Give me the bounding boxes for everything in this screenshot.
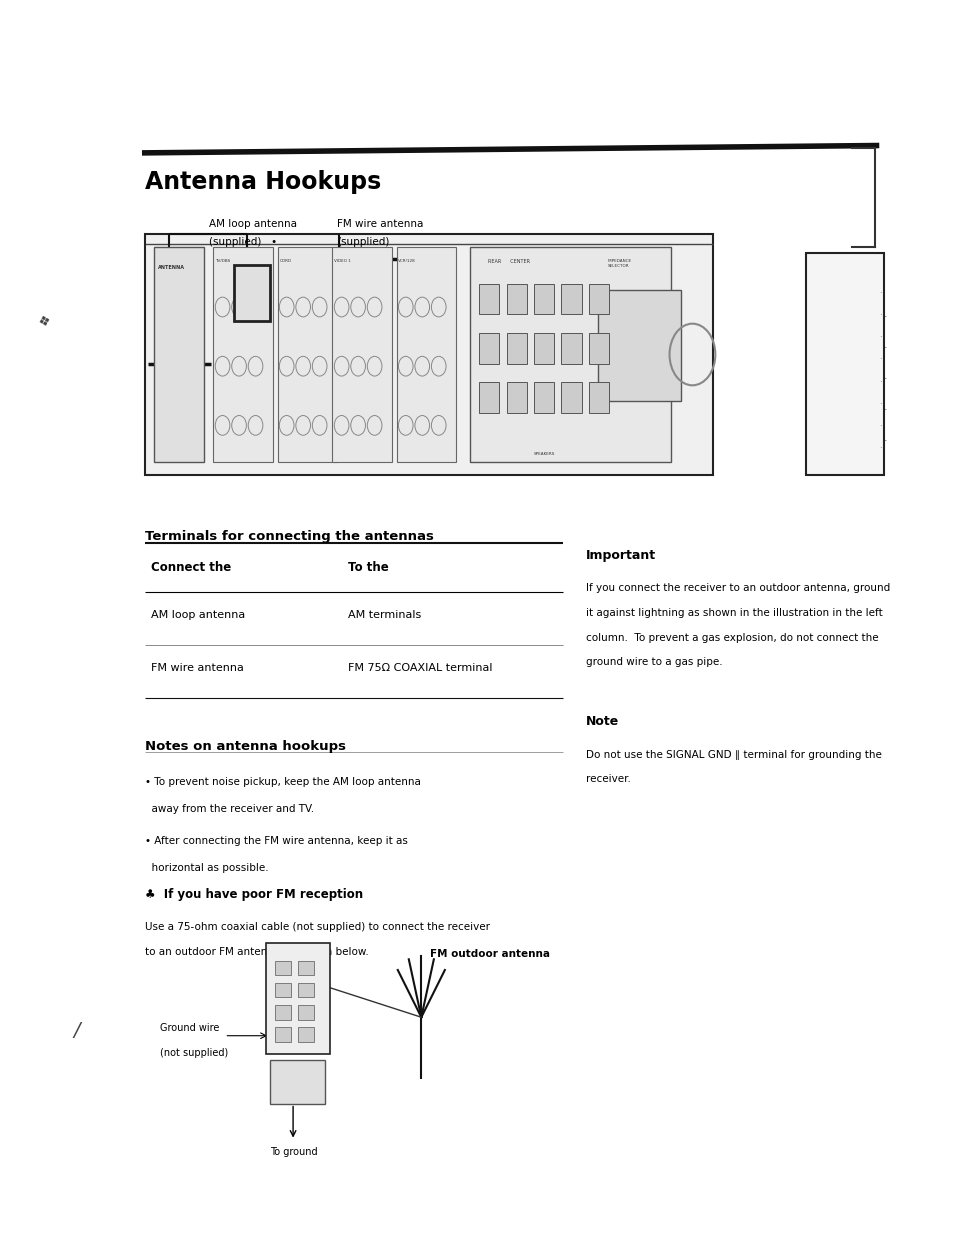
Text: ♣  If you have poor FM reception: ♣ If you have poor FM reception [145,888,362,901]
Text: SPEAKERS: SPEAKERS [534,453,555,456]
Text: ·: · [879,289,881,298]
Text: VIDEO 1: VIDEO 1 [334,259,351,263]
Text: receiver.: receiver. [585,774,630,784]
Bar [153,247,204,462]
Text: FM outdoor antenna: FM outdoor antenna [430,949,550,959]
Bar [506,333,526,364]
Text: Terminals for connecting the antennas: Terminals for connecting the antennas [145,530,433,544]
Text: Do not use the SIGNAL GND ∥ terminal for grounding the: Do not use the SIGNAL GND ∥ terminal for… [585,750,882,760]
Bar [478,284,498,314]
Text: ·: · [882,406,886,416]
Bar [274,1005,291,1020]
Bar [478,382,498,413]
Text: Use a 75-ohm coaxial cable (not supplied) to connect the receiver: Use a 75-ohm coaxial cable (not supplied… [145,922,489,932]
Text: ground wire to a gas pipe.: ground wire to a gas pipe. [585,657,722,667]
Bar [588,284,608,314]
Bar [297,983,314,997]
Text: • To prevent noise pickup, keep the AM loop antenna: • To prevent noise pickup, keep the AM l… [145,777,420,787]
Text: FM wire antenna: FM wire antenna [151,663,244,673]
Text: (supplied): (supplied) [336,237,389,247]
Bar [145,234,712,475]
Bar [213,247,273,462]
Text: REAR      CENTER: REAR CENTER [488,259,530,264]
Bar [478,333,498,364]
Bar [534,284,554,314]
Text: If you connect the receiver to an outdoor antenna, ground: If you connect the receiver to an outdoo… [585,583,889,593]
Text: • After connecting the FM wire antenna, keep it as: • After connecting the FM wire antenna, … [145,836,407,846]
Bar [506,382,526,413]
Text: (supplied)   •: (supplied) • [209,237,276,247]
Text: ⊕: ⊕ [277,1064,287,1074]
Bar [588,382,608,413]
Text: ❖: ❖ [36,313,52,329]
Text: ·: · [882,344,886,354]
Bar [534,382,554,413]
Bar [561,333,581,364]
Text: Receiver: Receiver [272,949,323,959]
Text: ·: · [879,377,881,387]
Text: ANTENNA: ANTENNA [157,265,184,270]
Text: Important: Important [585,549,656,562]
Bar [270,1060,325,1104]
Text: Connect the: Connect the [151,561,232,575]
Text: to an outdoor FM antenna as shown below.: to an outdoor FM antenna as shown below. [145,947,368,957]
Bar [297,961,314,975]
Text: AM loop antenna: AM loop antenna [151,610,245,620]
Text: away from the receiver and TV.: away from the receiver and TV. [145,804,314,814]
Text: AM loop antenna: AM loop antenna [209,219,296,229]
Bar [277,247,336,462]
Text: ·: · [879,422,881,432]
Bar [561,382,581,413]
Bar [274,1027,291,1042]
Text: horizontal as possible.: horizontal as possible. [145,863,268,873]
Text: TV/DBS: TV/DBS [215,259,231,263]
Text: it against lightning as shown in the illustration in the left: it against lightning as shown in the ill… [585,608,882,618]
Bar [506,284,526,314]
Text: (not supplied): (not supplied) [160,1048,229,1058]
Text: VCR/128: VCR/128 [398,259,416,263]
Text: To the: To the [348,561,389,575]
Text: ·: · [879,399,881,409]
Bar [274,961,291,975]
Bar [470,247,671,462]
Text: ·: · [882,313,886,323]
Text: Antenna Hookups: Antenna Hookups [145,170,380,194]
Bar [396,247,456,462]
Text: To ground: To ground [270,1147,317,1157]
Text: ·: · [879,333,881,343]
Bar [598,290,679,401]
Text: /: / [73,1021,80,1039]
Bar [805,253,882,475]
Text: column.  To prevent a gas explosion, do not connect the: column. To prevent a gas explosion, do n… [585,633,878,642]
Text: ANTENNA: ANTENNA [270,949,293,953]
Text: ·: · [882,436,886,446]
Bar [561,284,581,314]
Text: ·: · [882,375,886,385]
Text: Ground wire: Ground wire [160,1023,219,1033]
Text: AM terminals: AM terminals [348,610,421,620]
Text: CORD: CORD [279,259,292,263]
Bar [534,333,554,364]
Bar [233,265,270,321]
Text: ·: · [879,311,881,321]
Text: Note: Note [585,715,618,729]
Bar [297,1027,314,1042]
Bar [297,1005,314,1020]
Text: IMPEDANCE
SELECTOR: IMPEDANCE SELECTOR [607,259,631,268]
Bar [274,983,291,997]
Text: FM 75Ω COAXIAL terminal: FM 75Ω COAXIAL terminal [348,663,492,673]
Text: Notes on antenna hookups: Notes on antenna hookups [145,740,345,753]
Bar [588,333,608,364]
Text: FM wire antenna: FM wire antenna [336,219,423,229]
Bar [333,247,392,462]
Text: ·: · [879,355,881,365]
Text: ·: · [879,444,881,454]
Bar [265,943,330,1054]
